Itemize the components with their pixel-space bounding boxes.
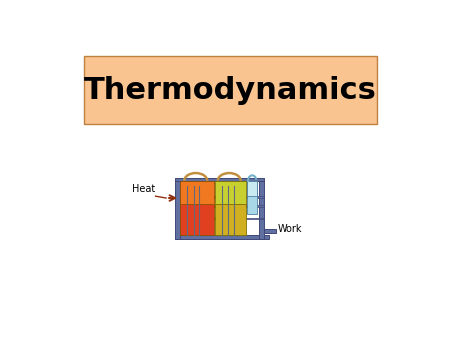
Bar	[180, 196, 264, 198]
Text: Work: Work	[277, 224, 302, 234]
Text: Thermodynamics: Thermodynamics	[84, 75, 377, 104]
Bar	[247, 181, 257, 196]
Bar	[175, 181, 180, 239]
Text: Heat: Heat	[132, 184, 156, 194]
Bar	[180, 218, 264, 219]
Bar	[180, 204, 214, 236]
Bar	[180, 181, 214, 204]
Bar	[175, 236, 269, 239]
Bar	[259, 181, 264, 239]
Bar	[264, 229, 276, 233]
Bar	[215, 181, 246, 204]
Bar	[247, 181, 257, 214]
Bar	[175, 178, 264, 181]
Bar	[84, 56, 377, 124]
Bar	[180, 205, 264, 207]
Bar	[215, 204, 246, 236]
